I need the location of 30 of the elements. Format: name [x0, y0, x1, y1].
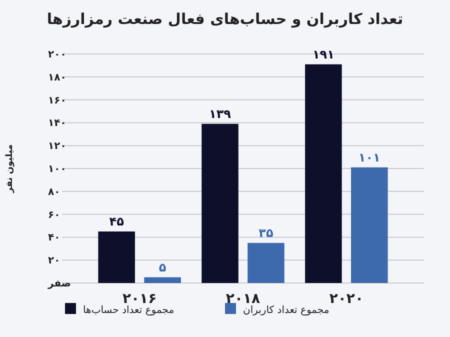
data-label: ۱۹۱ [312, 47, 334, 62]
bar [144, 277, 181, 283]
y-tick-label: صفر [47, 278, 72, 290]
bar [248, 242, 284, 283]
chart-title: تعداد کاربران و حساب‌های فعال صنعت رمزارزها [46, 10, 404, 28]
legend-label: مجموع تعداد کاربران [243, 305, 330, 316]
data-label: ۱۰۱ [358, 150, 380, 164]
data-label: ۴۵ [109, 214, 124, 228]
y-tick-label: ۱۰۰ [48, 164, 66, 175]
bar [351, 167, 388, 283]
legend-label: مجموع تعداد حساب‌ها [83, 305, 174, 316]
y-tick-label: ۶۰ [48, 210, 60, 221]
y-tick-label: ۱۶۰ [48, 95, 66, 106]
y-axis-title: میلیون نفر [5, 144, 15, 194]
data-label: ۵ [158, 260, 166, 274]
y-tick-label: ۲۰۰ [48, 50, 66, 60]
y-tick-label: ۱۲۰ [48, 141, 66, 152]
bar [98, 231, 135, 283]
y-tick-label: ۱۴۰ [48, 118, 66, 130]
bar [202, 124, 238, 283]
y-tick-label: ۱۸۰ [48, 72, 66, 84]
y-tick-label: ۲۰ [48, 256, 60, 267]
data-label: ۳۵ [258, 226, 274, 240]
y-tick-label: ۸۰ [48, 186, 60, 198]
y-tick-label: ۴۰ [48, 232, 60, 244]
bar [305, 64, 342, 283]
x-tick-label: ۲۰۱۸ [226, 291, 261, 307]
x-tick-label: ۲۰۲۰ [329, 291, 364, 307]
x-tick-label: ۲۰۱۶ [122, 291, 157, 307]
data-label: ۱۳۹ [209, 106, 232, 121]
